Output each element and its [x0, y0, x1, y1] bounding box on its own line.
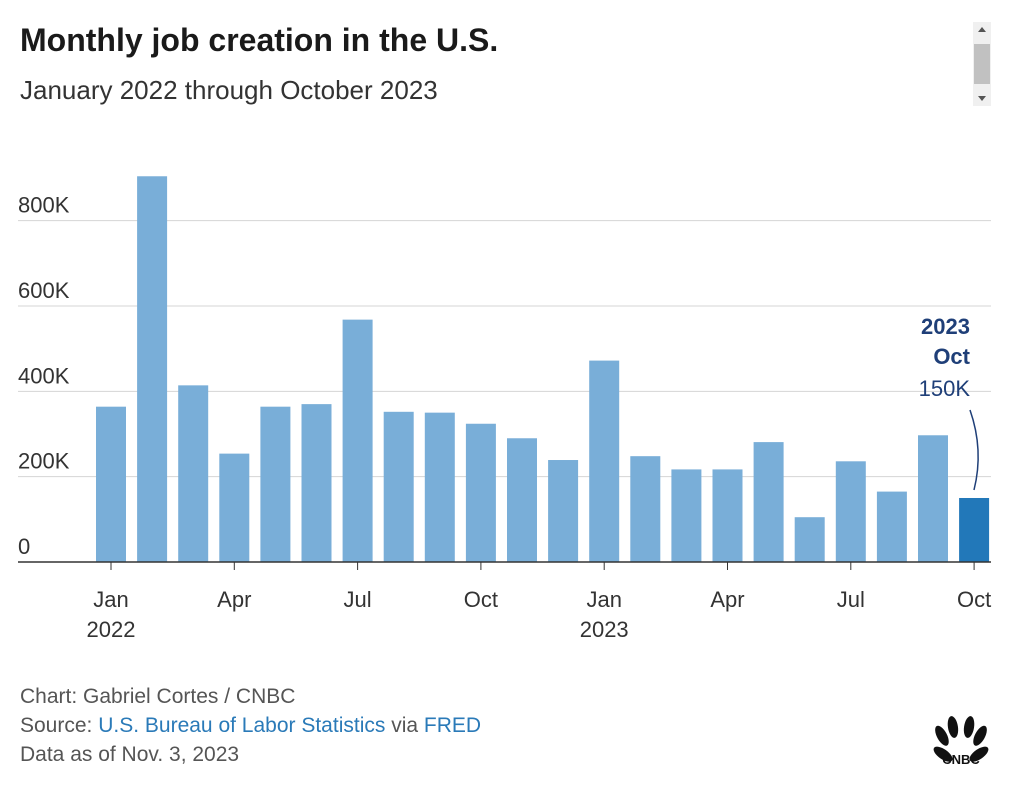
- annotation-year: 2023: [921, 314, 970, 339]
- cnbc-logo: CNBC: [933, 716, 989, 766]
- y-tick-label: 200K: [18, 449, 70, 474]
- bar: [794, 517, 825, 562]
- x-tick-label: Apr: [217, 587, 251, 612]
- source-prefix: Source:: [20, 714, 99, 737]
- bar: [671, 469, 702, 562]
- y-tick-label: 400K: [18, 363, 70, 388]
- annotation-month: Oct: [933, 344, 970, 369]
- x-tick-label: Apr: [710, 587, 744, 612]
- bar: [959, 497, 990, 562]
- x-tick-label: Jul: [344, 587, 372, 612]
- bar: [219, 453, 250, 562]
- x-tick-year-label: 2023: [580, 617, 629, 642]
- bar: [342, 319, 373, 562]
- bar: [876, 491, 907, 562]
- bar: [260, 406, 291, 562]
- bar: [424, 412, 455, 562]
- chart-title: Monthly job creation in the U.S.: [20, 22, 499, 58]
- peacock-icon: [933, 716, 989, 762]
- x-tick-year-label: 2022: [87, 617, 136, 642]
- bar: [753, 442, 784, 562]
- x-tick-label: Oct: [957, 587, 991, 612]
- x-tick-label: Jan: [93, 587, 128, 612]
- bar: [712, 469, 743, 562]
- scrollbar-thumb[interactable]: [974, 44, 990, 84]
- data-as-of: Data as of Nov. 3, 2023: [20, 743, 240, 766]
- chart-source: Source: U.S. Bureau of Labor Statistics …: [20, 714, 481, 738]
- bar: [178, 385, 209, 562]
- bar: [383, 411, 414, 562]
- x-tick-label: Jul: [837, 587, 865, 612]
- bar: [301, 404, 332, 562]
- x-tick-label: Oct: [464, 587, 498, 612]
- bar: [918, 435, 948, 562]
- scrollbar[interactable]: [973, 22, 991, 106]
- bar-chart: 0 200K 400K 600K 800K Jan 2022 Apr Jul Oct Jan 2023…: [18, 176, 991, 642]
- bar: [137, 176, 168, 563]
- y-tick-label: 800K: [18, 193, 70, 218]
- scroll-up-arrow-icon[interactable]: [978, 27, 986, 32]
- bar: [589, 360, 620, 562]
- bar: [507, 438, 537, 562]
- scroll-down-arrow-icon[interactable]: [978, 96, 986, 101]
- bar: [835, 461, 866, 562]
- chart-credit: Chart: Gabriel Cortes / CNBC: [20, 685, 296, 708]
- chart-subtitle: January 2022 through October 2023: [20, 75, 438, 105]
- logo-text: CNBC: [942, 752, 980, 766]
- annotation-connector: [969, 409, 979, 491]
- annotation-value: 150K: [919, 376, 971, 401]
- x-tick-label: Jan: [586, 587, 621, 612]
- bar: [96, 406, 126, 562]
- bar: [548, 460, 579, 562]
- y-tick-label: 600K: [18, 278, 70, 303]
- source-via: via: [385, 714, 424, 737]
- bls-link[interactable]: U.S. Bureau of Labor Statistics: [98, 714, 386, 737]
- bar: [630, 456, 661, 562]
- y-tick-label: 0: [18, 534, 30, 559]
- bar: [465, 423, 496, 562]
- fred-link[interactable]: FRED: [423, 714, 482, 737]
